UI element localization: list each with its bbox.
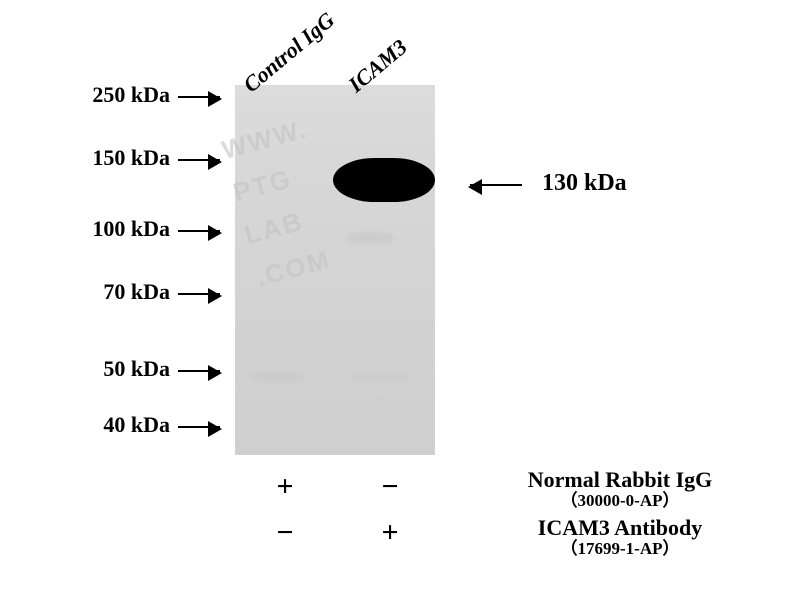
arrow-right-icon bbox=[178, 159, 220, 161]
arrow-right-icon bbox=[178, 293, 220, 295]
band-size-label: 130 kDa bbox=[542, 170, 627, 197]
arrow-right-icon bbox=[178, 230, 220, 232]
reagent-label: Normal Rabbit IgG（30000-0-AP） bbox=[470, 468, 770, 510]
faint-band bbox=[345, 232, 395, 244]
mw-label: 40 kDa bbox=[50, 412, 170, 438]
pm-cell: − bbox=[270, 516, 300, 550]
reagent-catalog: （17699-1-AP） bbox=[470, 540, 770, 558]
reagent-name: Normal Rabbit IgG bbox=[528, 467, 713, 492]
mw-label: 100 kDa bbox=[50, 216, 170, 242]
pm-cell: + bbox=[375, 516, 405, 550]
figure-container: WWW. PTG LAB .COM 250 kDa150 kDa100 kDa7… bbox=[0, 0, 800, 600]
mw-label: 50 kDa bbox=[50, 356, 170, 382]
reagent-label: ICAM3 Antibody（17699-1-AP） bbox=[470, 516, 770, 558]
mw-label: 70 kDa bbox=[50, 279, 170, 305]
reagent-catalog: （30000-0-AP） bbox=[470, 492, 770, 510]
arrow-right-icon bbox=[178, 96, 220, 98]
arrow-right-icon bbox=[178, 370, 220, 372]
reagent-name: ICAM3 Antibody bbox=[538, 515, 702, 540]
pm-cell: − bbox=[375, 470, 405, 504]
arrow-left-icon bbox=[470, 184, 522, 186]
mw-label: 250 kDa bbox=[50, 82, 170, 108]
faint-band bbox=[250, 372, 305, 382]
faint-band bbox=[350, 372, 410, 382]
arrow-right-icon bbox=[178, 426, 220, 428]
pm-cell: + bbox=[270, 470, 300, 504]
band-icam3-130kda bbox=[333, 158, 435, 202]
mw-label: 150 kDa bbox=[50, 145, 170, 171]
